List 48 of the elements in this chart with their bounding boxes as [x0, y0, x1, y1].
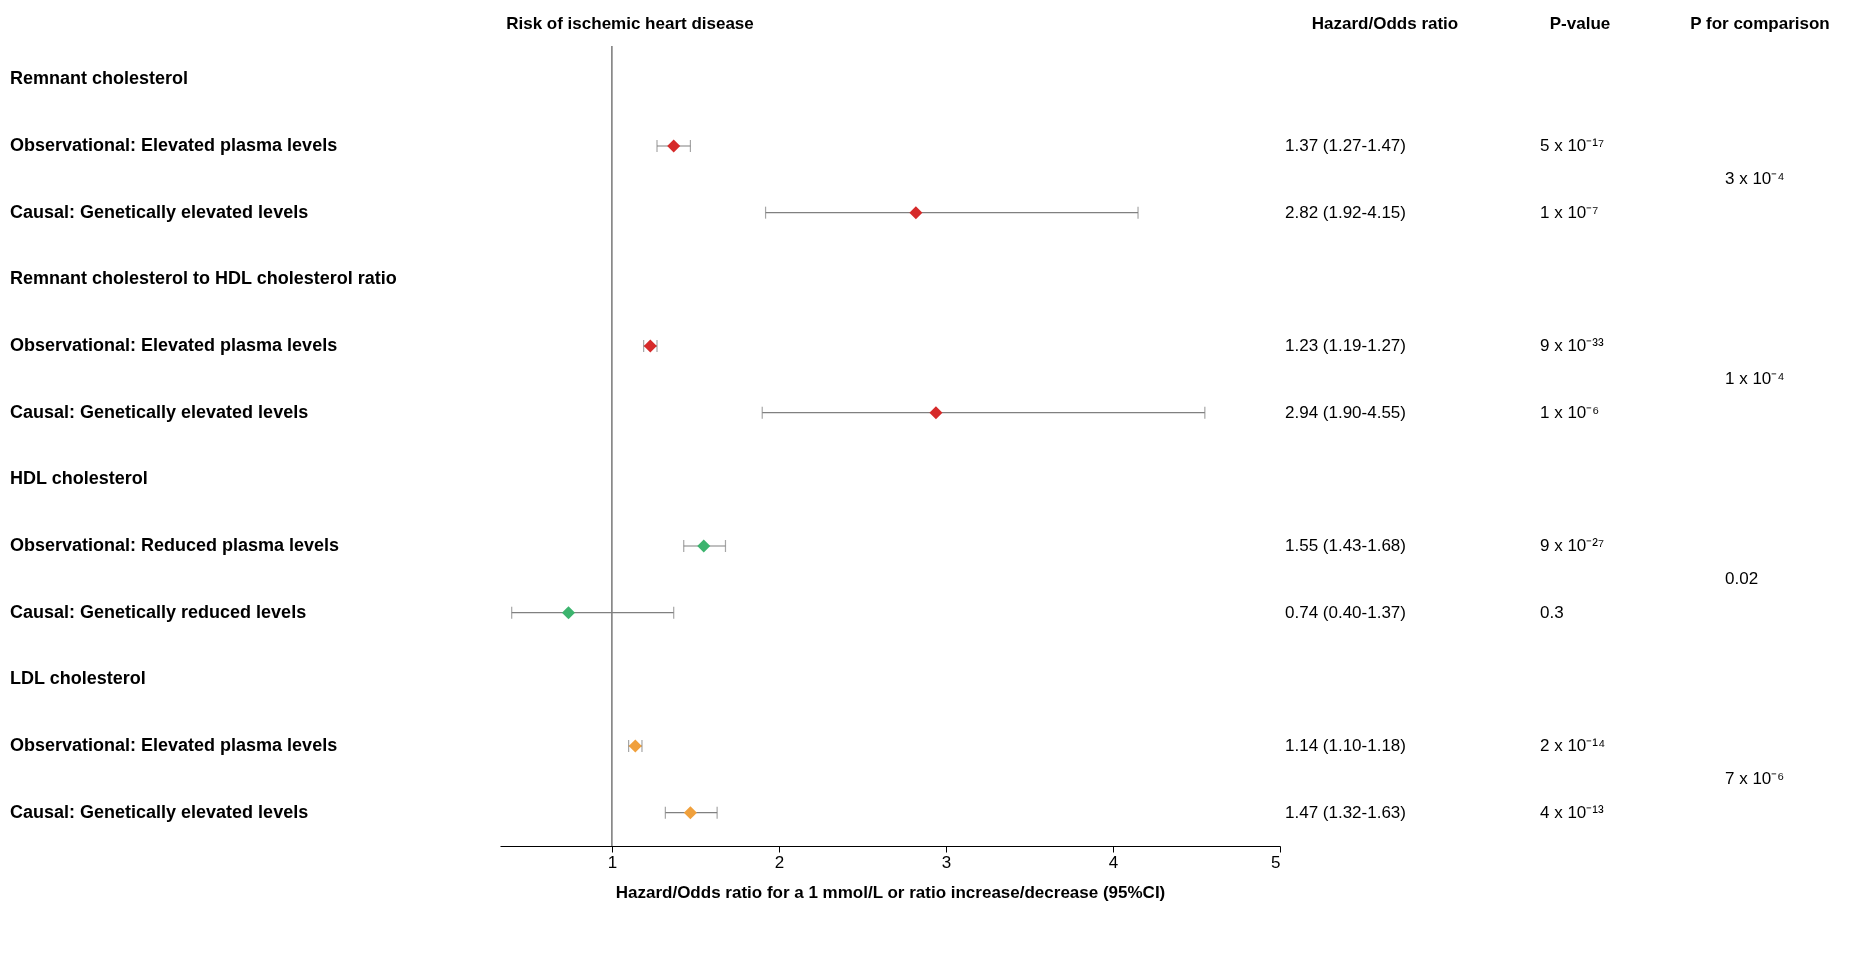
text: 9 x 10⁻³³: [1540, 336, 1604, 355]
data-label: 1.47 (1.32-1.63): [1285, 802, 1406, 822]
x-tick-label: 2: [774, 852, 785, 872]
text: 7 x 10⁻⁶: [1725, 769, 1785, 789]
text: 5 x 10⁻¹⁷: [1540, 136, 1605, 155]
y-tick-label: Causal: Genetically elevated levels: [10, 801, 309, 822]
text: 0.02: [1725, 569, 1759, 589]
text: 1 x 10⁻⁷: [1540, 202, 1599, 222]
x-tick-label: 3: [941, 852, 952, 872]
x-tick-label: 4: [1108, 852, 1119, 872]
point: [697, 539, 711, 553]
point: [909, 206, 923, 220]
point: [561, 606, 575, 620]
text: 3 x 10⁻⁴: [1725, 169, 1785, 189]
y-tick-label: Causal: Genetically elevated levels: [10, 401, 309, 422]
x-tick-label: 1: [607, 852, 618, 872]
text: 0.3: [1540, 602, 1564, 622]
text: 1 x 10⁻⁴: [1725, 369, 1785, 389]
text: 9 x 10⁻²⁷: [1540, 536, 1605, 555]
y-tick-label: Observational: Elevated plasma levels: [10, 135, 338, 155]
y-tick-label: Remnant cholesterol: [10, 68, 189, 89]
x-tick-label: 5: [1271, 852, 1281, 872]
y-tick-label: LDL cholesterol: [10, 668, 146, 689]
data-label: 1.55 (1.43-1.68): [1285, 536, 1406, 555]
text: 2 x 10⁻¹⁴: [1540, 736, 1606, 755]
data-label: 2.82 (1.92-4.15): [1285, 202, 1406, 222]
point: [667, 139, 681, 153]
data-label: 1.14 (1.10-1.18): [1285, 736, 1406, 755]
y-tick-label: Causal: Genetically elevated levels: [10, 201, 309, 222]
text: 4 x 10⁻¹³: [1540, 802, 1604, 822]
y-tick-label: Observational: Elevated plasma levels: [10, 735, 338, 755]
data-label: 0.74 (0.40-1.37): [1285, 602, 1406, 622]
y-tick-label: Observational: Elevated plasma levels: [10, 335, 338, 355]
text: Hazard/Odds ratio: [1311, 14, 1459, 33]
data-label: 1.37 (1.27-1.47): [1285, 136, 1406, 155]
text: P for comparison: [1690, 14, 1830, 33]
chart-title: Risk of ischemic heart disease: [506, 14, 754, 33]
y-tick-label: Remnant cholesterol to HDL cholesterol ratio: [10, 268, 397, 289]
y-tick-label: Observational: Reduced plasma levels: [10, 535, 340, 555]
x-axis-title: Hazard/Odds ratio for a 1 mmol/L or ratio increase/decrease (95%CI): [615, 882, 1166, 902]
point: [929, 406, 943, 420]
y-tick-label: HDL cholesterol: [10, 468, 148, 489]
point: [683, 806, 697, 820]
data-label: 2.94 (1.90-4.55): [1285, 402, 1406, 422]
text: P-value: [1549, 14, 1611, 33]
data-label: 1.23 (1.19-1.27): [1285, 336, 1406, 355]
text: 1 x 10⁻⁶: [1540, 402, 1600, 422]
y-tick-label: Causal: Genetically reduced levels: [10, 601, 307, 622]
